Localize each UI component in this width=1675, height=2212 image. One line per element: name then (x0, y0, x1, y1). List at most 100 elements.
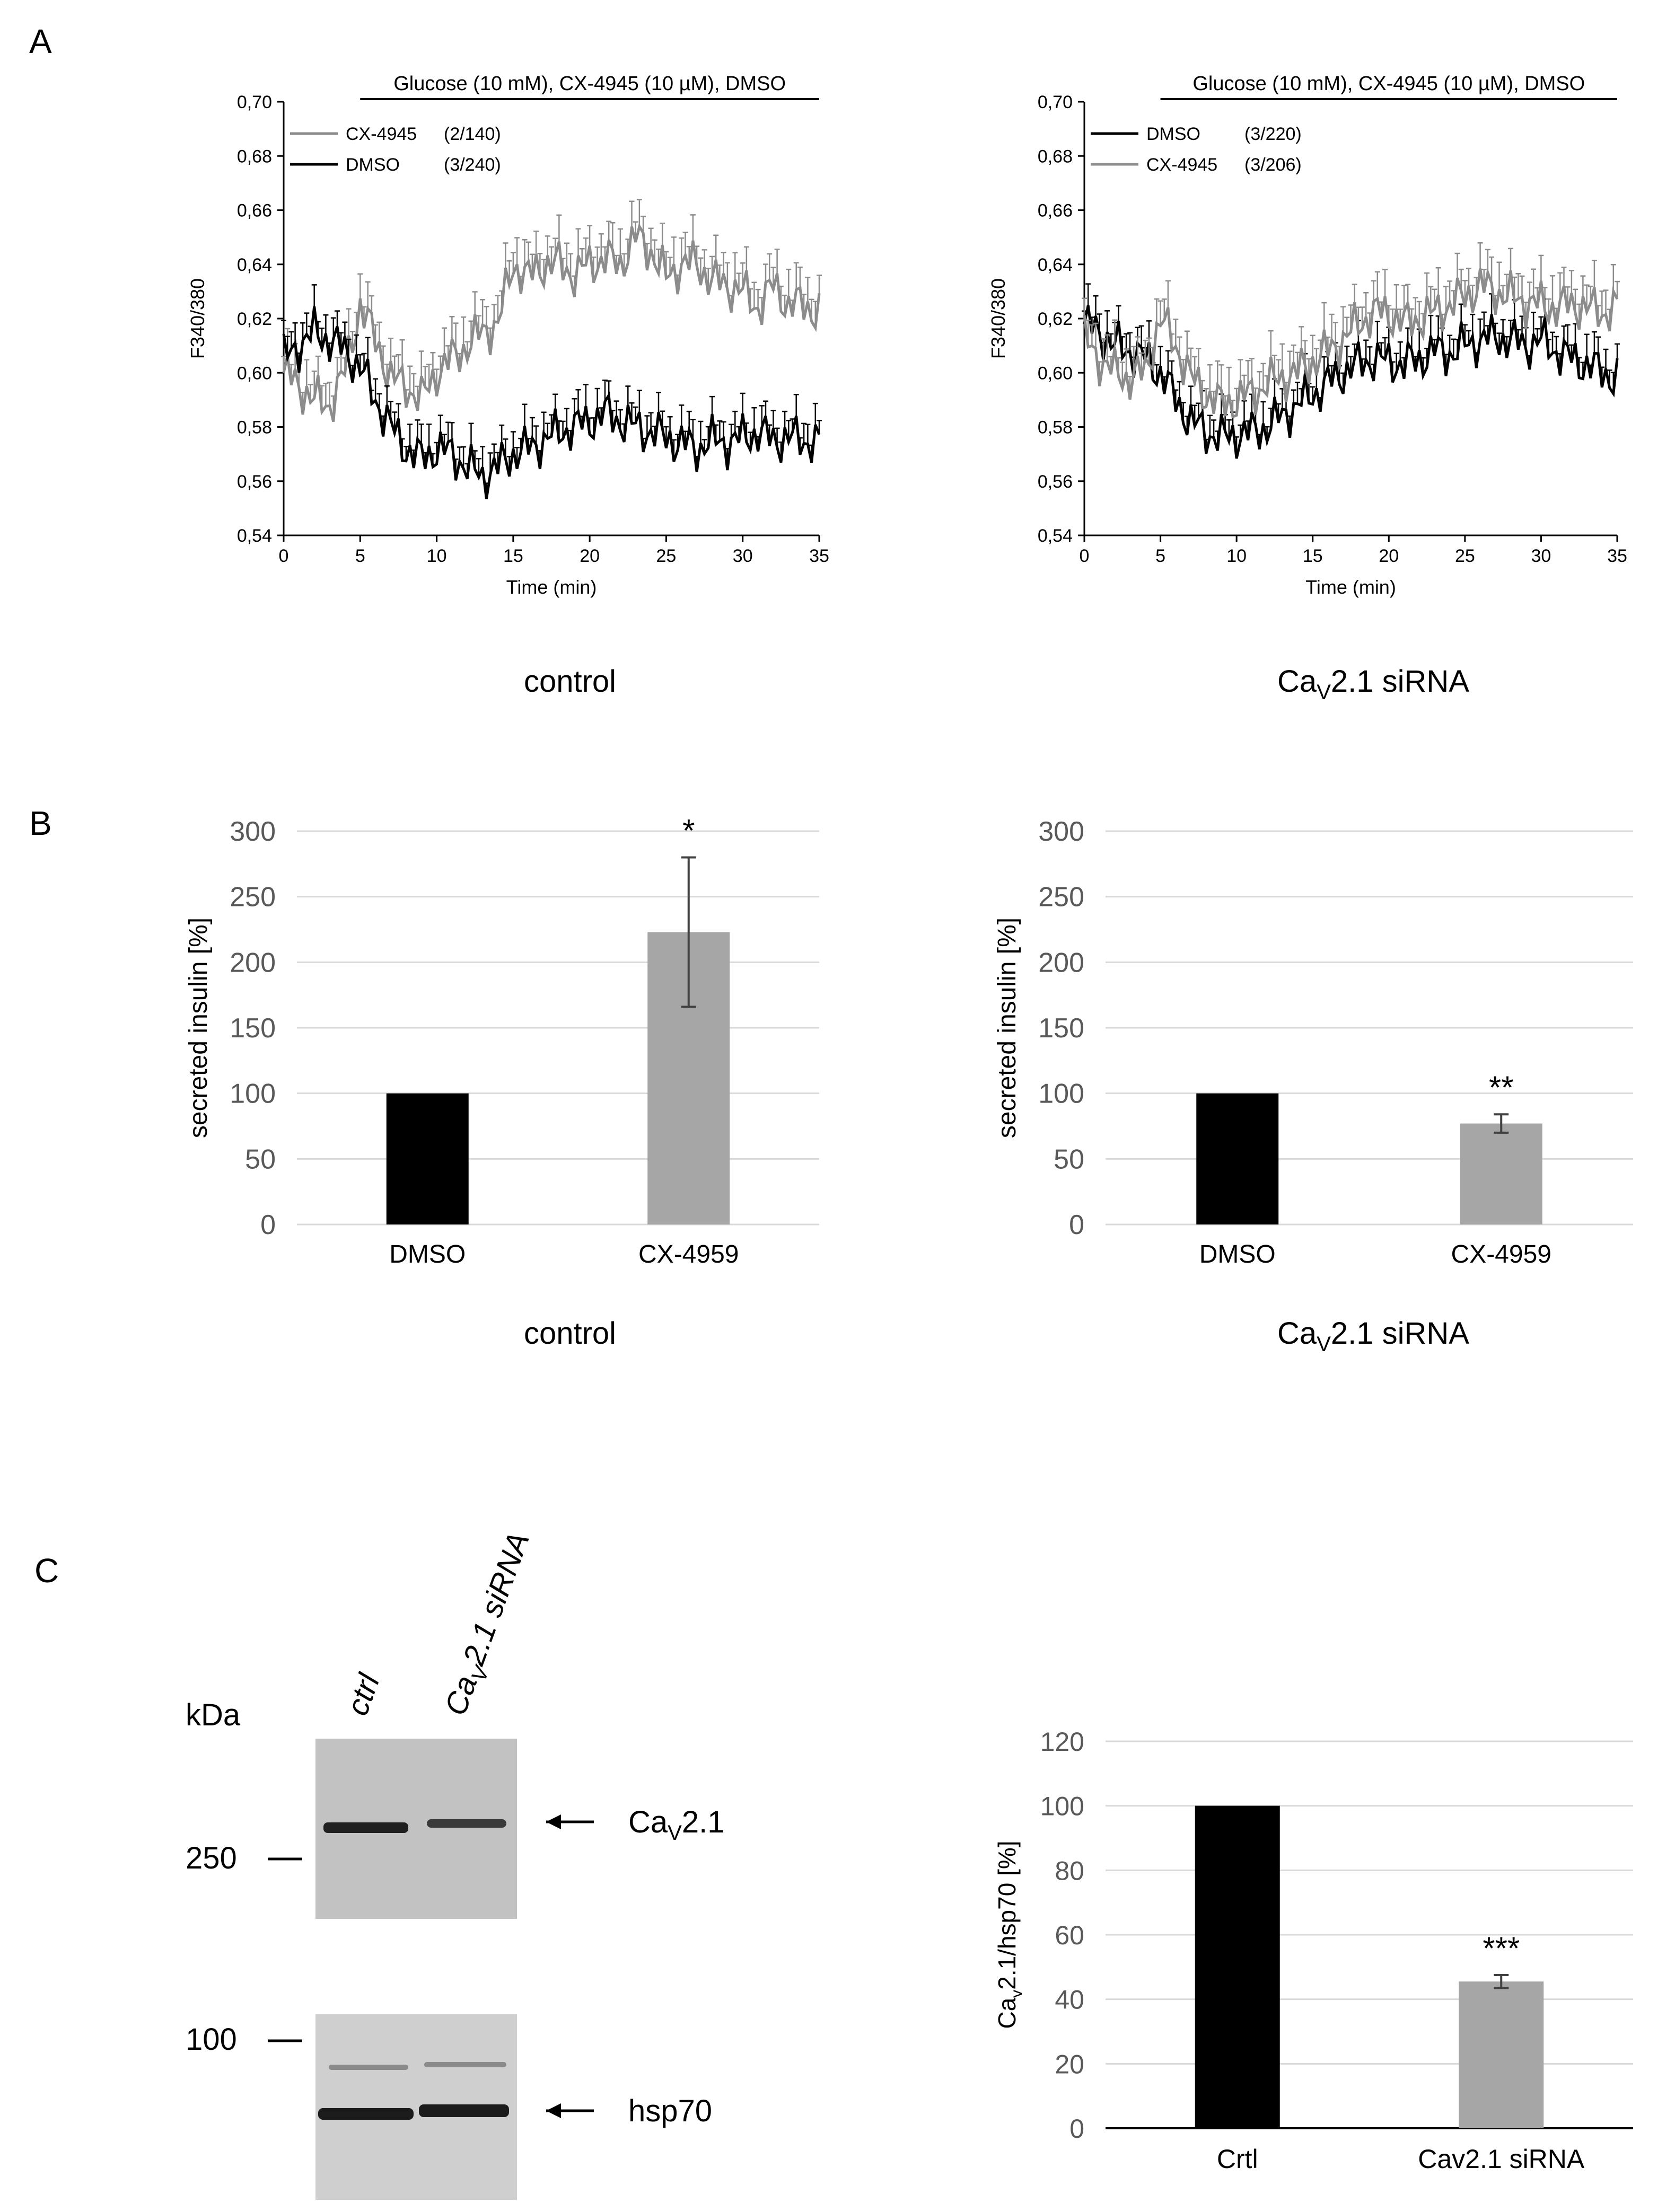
y-tick-label: 0,58 (237, 418, 272, 438)
western-blot: ctrl CaV2.1 siRNA kDa 250 100 CaV2.1 hsp… (186, 1528, 724, 2200)
x-tick-label: 30 (1531, 546, 1551, 566)
y-tick-label: 300 (230, 816, 276, 847)
significance-marker: * (682, 813, 695, 848)
bar-dmso (386, 1093, 469, 1224)
blot-band-hsp70-sirna (419, 2104, 509, 2117)
chart-a-right: 0,54 0,56 0,58 0,60 0,62 0,64 0,66 0,68 0,70 0 5 10… (987, 73, 1627, 598)
x-tick-label: 35 (809, 546, 829, 566)
caption-b-left: control (524, 1316, 616, 1351)
significance-marker: *** (1483, 1931, 1520, 1966)
x-tick-label: 5 (355, 546, 365, 566)
chart-title: Glucose (10 mM), CX-4945 (10 µM), DMSO (393, 73, 786, 95)
y-label-tail: 2.1/hsp70 [%] (993, 1840, 1021, 1989)
y-tick-label: 0,70 (237, 92, 272, 112)
panel-letter-c: C (34, 1552, 59, 1590)
y-tick-label: 0,68 (237, 146, 272, 166)
legend-label: DMSO (346, 155, 400, 175)
chart-c-right: 0 20 40 60 80 100 120 Crtl Cav2.1 siRNA *** Cav2.1… (993, 1727, 1633, 2174)
chart-title: Glucose (10 mM), CX-4945 (10 µM), DMSO (1192, 73, 1585, 95)
band-label-hsp70: hsp70 (628, 2094, 712, 2128)
x-axis-label: Time (min) (506, 576, 597, 598)
x-tick-label: 10 (1226, 546, 1247, 566)
x-tick-label: 15 (1303, 546, 1323, 566)
y-tick-label: 20 (1055, 2049, 1084, 2079)
legend-label: DMSO (1146, 124, 1200, 144)
bar-cx-4959 (1460, 1123, 1542, 1224)
blot-band-hsp70-ctrl (318, 2108, 414, 2120)
x-tick-label: 0 (1080, 546, 1090, 566)
x-axis-label: Time (min) (1305, 576, 1396, 598)
y-tick-label: 50 (1054, 1144, 1084, 1175)
y-tick-label: 0,64 (1038, 255, 1073, 275)
y-tick-label: 0,58 (1038, 418, 1073, 438)
y-label-sub: v (1008, 1990, 1025, 1998)
bar-crtl (1195, 1805, 1280, 2128)
caption-a-left: control (524, 664, 616, 699)
y-tick-label: 0,68 (1038, 146, 1073, 166)
lane-label-ctrl: ctrl (340, 1669, 387, 1720)
y-tick-label: 200 (1038, 947, 1084, 978)
blot-band-hsp70-faint-ctrl (329, 2065, 408, 2070)
category-label: DMSO (1199, 1240, 1276, 1268)
series-line-dmso (282, 306, 821, 499)
y-tick-label: 0,66 (237, 201, 272, 221)
legend-n: (3/240) (444, 155, 501, 175)
x-tick-label: 0 (279, 546, 289, 566)
y-tick-label: 0 (1069, 2114, 1084, 2144)
y-tick-label: 150 (230, 1013, 276, 1044)
caption-a-right: CaV2.1 siRNA (1277, 664, 1469, 704)
band-label-cav21: CaV2.1 (628, 1805, 724, 1845)
y-axis-label: secreted insulin [%] (185, 918, 213, 1138)
y-tick-label: 100 (1040, 1792, 1084, 1821)
y-tick-label: 250 (230, 882, 276, 913)
significance-marker: ** (1489, 1070, 1514, 1105)
y-tick-label: 0,56 (237, 472, 272, 492)
blot-band-cav21-ctrl (323, 1822, 408, 1833)
x-tick-label: 25 (656, 546, 677, 566)
y-axis-label: F340/380 (987, 278, 1009, 359)
arrow-cav21-head (546, 1814, 561, 1829)
blot-band-hsp70-faint-sirna (424, 2062, 506, 2067)
category-label: Cav2.1 siRNA (1418, 2144, 1585, 2174)
x-tick-label: 20 (1379, 546, 1399, 566)
y-tick-label: 0,60 (1038, 363, 1073, 383)
x-tick-label: 10 (427, 546, 447, 566)
y-tick-label: 120 (1040, 1727, 1084, 1757)
x-tick-label: 25 (1455, 546, 1475, 566)
category-label: Crtl (1217, 2144, 1258, 2174)
y-tick-label: 0 (260, 1210, 276, 1240)
y-tick-label: 100 (230, 1079, 276, 1109)
lane-label-siRNA: CaV2.1 siRNA (438, 1528, 541, 1722)
x-tick-label: 15 (503, 546, 523, 566)
y-tick-label: 250 (1038, 882, 1084, 913)
chart-b-left: 0 50 100 150 200 250 300 DMSO CX-4959 * secreted i… (185, 813, 819, 1268)
bar-cav2-1-sirna (1459, 1981, 1544, 2128)
y-tick-label: 100 (1038, 1079, 1084, 1109)
y-tick-label: 0,54 (237, 526, 272, 546)
y-tick-label: 0,62 (237, 309, 272, 329)
y-axis-label: F340/380 (187, 278, 208, 359)
y-tick-label: 300 (1038, 816, 1084, 847)
y-tick-label: 150 (1038, 1013, 1084, 1044)
marker-250: 250 (186, 1841, 237, 1875)
y-tick-label: 0,70 (1038, 92, 1073, 112)
series-line-cx-4945 (282, 223, 821, 422)
kda-label: kDa (186, 1698, 241, 1732)
y-tick-label: 0,54 (1038, 526, 1073, 546)
series-line-dmso (1083, 305, 1619, 459)
legend-n: (3/206) (1244, 155, 1302, 175)
chart-b-right: 0 50 100 150 200 250 300 DMSO CX-4959 ** secreted … (993, 816, 1633, 1268)
y-tick-label: 80 (1055, 1856, 1084, 1885)
y-tick-label: 0,62 (1038, 309, 1073, 329)
panel-letter-a: A (29, 22, 52, 60)
x-tick-label: 5 (1155, 546, 1165, 566)
category-label: DMSO (389, 1240, 466, 1268)
legend-label: CX-4945 (1146, 155, 1217, 175)
y-axis-label: Cav2.1/hsp70 [%] (993, 1840, 1025, 2029)
chart-a-left: 0,54 0,56 0,58 0,60 0,62 0,64 0,66 0,68 0,70 0 5 10… (187, 73, 829, 598)
legend-n: (2/140) (444, 124, 501, 144)
y-tick-label: 60 (1055, 1920, 1084, 1950)
x-tick-label: 20 (580, 546, 600, 566)
x-tick-label: 35 (1607, 546, 1627, 566)
